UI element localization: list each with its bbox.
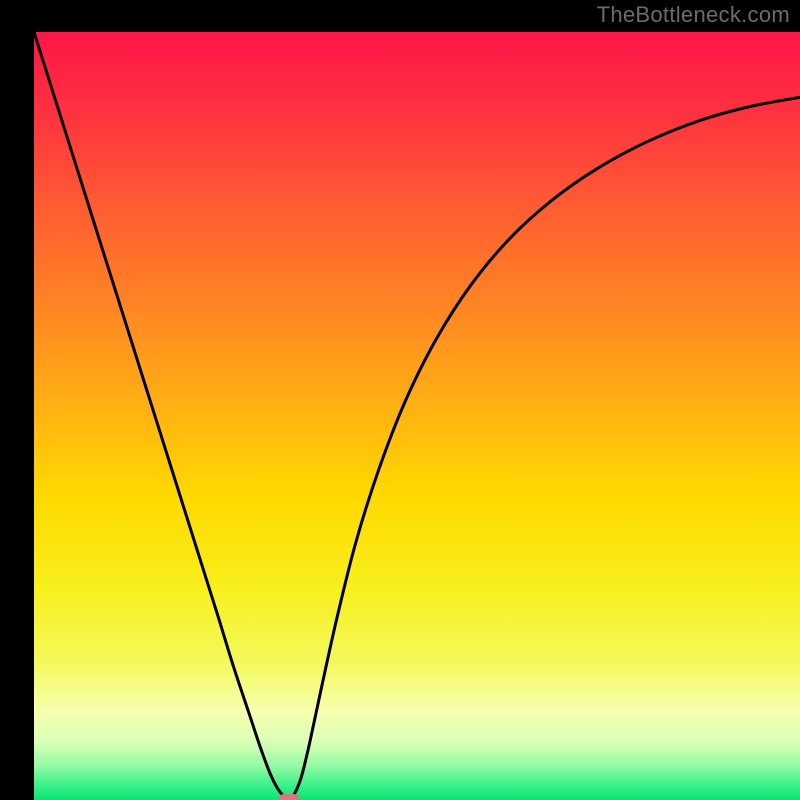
watermark-label: TheBottleneck.com: [597, 2, 790, 28]
min-point-marker: [278, 794, 300, 800]
chart-root: TheBottleneck.com: [0, 0, 800, 800]
bottleneck-curve: [34, 32, 800, 800]
plot-area: [34, 32, 800, 800]
